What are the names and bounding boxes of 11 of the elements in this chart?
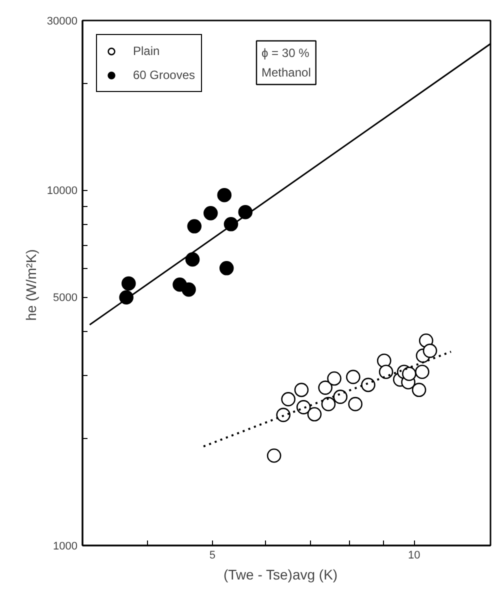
y-axis-title: he (W/m²K) [22,249,39,321]
x-tick-label: 10 [408,550,420,562]
y-tick-label: 10000 [46,185,78,198]
x-axis-title: (Twe - Tse)avg (K) [223,566,338,582]
annotation: ϕ = 30 % Methanol [262,46,311,80]
x-tick-label: 5 [209,550,216,562]
y-tick-label: 1000 [53,540,78,552]
legend-label: Plain [133,44,160,58]
y-tick-label: 5000 [53,292,78,304]
y-tick-label: 30000 [46,16,78,28]
legend-label: 60 Grooves [133,68,196,82]
